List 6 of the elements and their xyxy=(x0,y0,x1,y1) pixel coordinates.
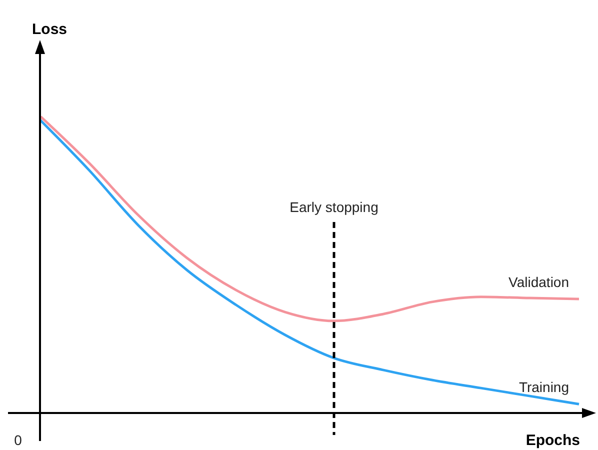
text: 0 xyxy=(14,432,22,448)
x-axis-title: Epochs xyxy=(526,432,580,449)
series-label: Training xyxy=(518,379,569,396)
annotation: Early stopping xyxy=(290,199,378,215)
series-label: Validation xyxy=(508,274,569,290)
text: Loss xyxy=(32,21,68,38)
